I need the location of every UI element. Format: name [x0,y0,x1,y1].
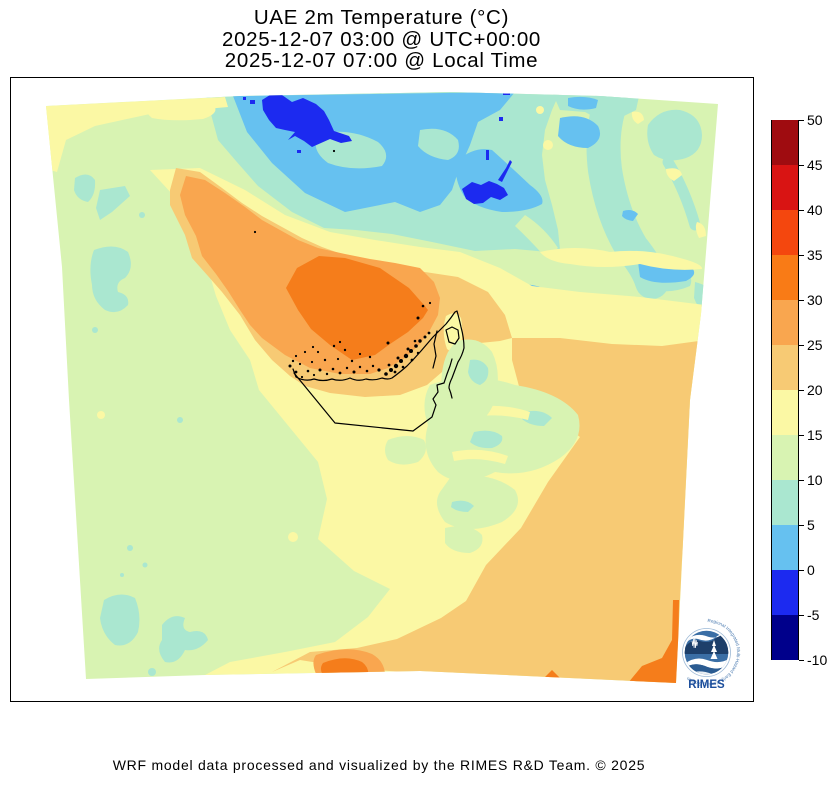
svg-text:RIMES: RIMES [688,679,725,691]
